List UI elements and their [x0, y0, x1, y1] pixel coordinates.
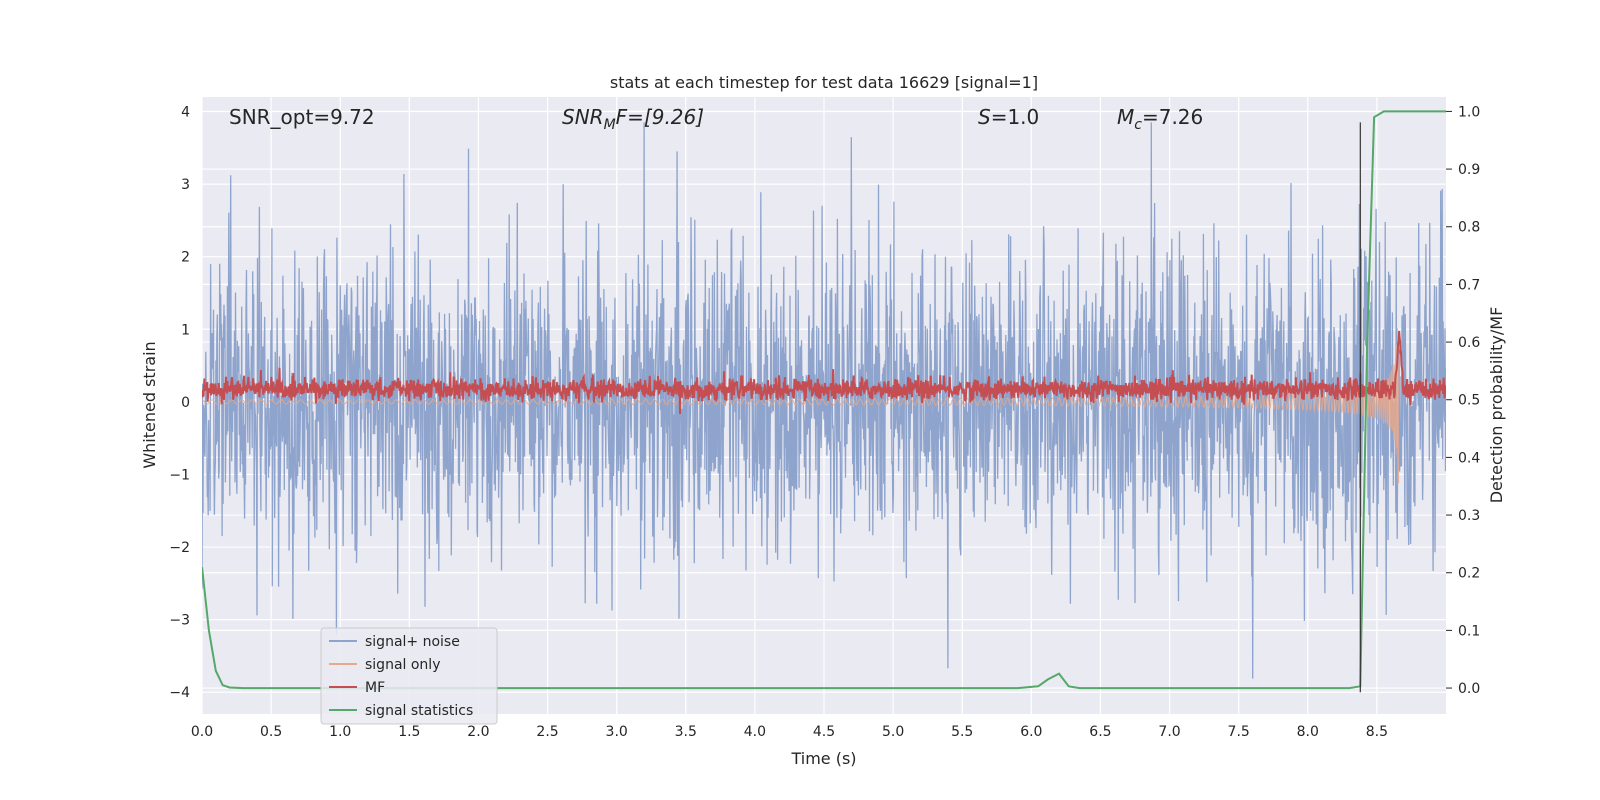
x-tick-label: 3.0 — [606, 724, 628, 740]
y-axis-label: Whitened strain — [140, 341, 159, 468]
y2-tick-label: 0.2 — [1458, 566, 1480, 582]
y2-tick-label: 0.8 — [1458, 220, 1480, 236]
annotation-s: S=1.0 — [978, 105, 1039, 129]
x-tick-label: 4.0 — [744, 724, 766, 740]
series-signal-statistics — [202, 110, 1446, 690]
y-tick-label: 4 — [181, 105, 190, 121]
series-layer — [202, 110, 1446, 690]
x-tick-label: 1.0 — [329, 724, 351, 740]
x-tick-label: 6.0 — [1020, 724, 1042, 740]
x-tick-label: 5.0 — [882, 724, 904, 740]
legend-box — [320, 627, 498, 725]
y-ticks: 4 3 2 1 0 −1 −2 −3 −4 — [169, 105, 190, 702]
annotation-mc: Mc=7.26 — [1117, 105, 1203, 133]
y2-axis-label: Detection probability/MF — [1487, 307, 1506, 504]
y2-tick-label: 0.1 — [1458, 623, 1480, 639]
annotation-snr-opt: SNR_opt=9.72 — [229, 105, 375, 129]
x-axis-label: Time (s) — [790, 749, 856, 768]
y2-tick-label: 1.0 — [1458, 104, 1480, 120]
annotation-snr-mf: SNRMF=[9.26] — [562, 105, 704, 133]
legend: signal+ noise signal only MF signal stat… — [320, 627, 498, 725]
legend-label-signal-statistics: signal statistics — [365, 703, 473, 719]
x-tick-label: 3.5 — [675, 724, 697, 740]
x-tick-label: 2.0 — [467, 724, 489, 740]
x-tick-label: 2.5 — [536, 724, 558, 740]
y2-tick-label: 0.4 — [1458, 450, 1480, 466]
x-tick-label: 8.0 — [1297, 724, 1319, 740]
y2-ticks: 1.0 0.9 0.8 0.7 0.6 0.5 0.4 0.3 0.2 0.1 0.0 — [1446, 104, 1480, 697]
annotation-snr-mf-rest: F=[9.26] — [616, 105, 704, 129]
y-tick-label: 0 — [181, 395, 190, 411]
x-ticks: 0.0 0.5 1.0 1.5 2.0 2.5 3.0 3.5 4.0 4.5 5.0 5.5 6.0 6… — [191, 724, 1388, 740]
y2-tick-label: 0.9 — [1458, 162, 1480, 178]
legend-label-mf: MF — [365, 680, 385, 696]
y-tick-label: 1 — [181, 322, 190, 338]
x-tick-label: 0.0 — [191, 724, 213, 740]
y2-tick-label: 0.7 — [1458, 277, 1480, 293]
x-tick-label: 0.5 — [260, 724, 282, 740]
annotation-mc-sub: c — [1134, 117, 1142, 133]
legend-label-signal-only: signal only — [365, 657, 440, 673]
y-tick-label: 3 — [181, 177, 190, 193]
x-tick-label: 7.0 — [1158, 724, 1180, 740]
x-tick-label: 7.5 — [1228, 724, 1250, 740]
annotation-s-rest: =1.0 — [991, 105, 1040, 129]
annotation-mc-rest: =7.26 — [1142, 105, 1203, 129]
annotation-s-base: S — [978, 105, 991, 129]
annotation-snr-mf-sub: M — [604, 117, 616, 133]
chart-title: stats at each timestep for test data 166… — [610, 73, 1038, 92]
y-tick-label: −4 — [169, 685, 190, 701]
series-mf — [202, 330, 1446, 414]
y2-tick-label: 0.3 — [1458, 508, 1480, 524]
y-tick-label: −2 — [169, 540, 190, 556]
x-tick-label: 4.5 — [813, 724, 835, 740]
y-tick-label: −1 — [169, 467, 190, 483]
x-tick-label: 5.5 — [951, 724, 973, 740]
x-tick-label: 6.5 — [1089, 724, 1111, 740]
y2-tick-label: 0.0 — [1458, 681, 1480, 697]
y-tick-label: −3 — [169, 613, 190, 629]
y2-tick-label: 0.5 — [1458, 393, 1480, 409]
legend-label-signal-noise: signal+ noise — [365, 634, 460, 650]
annotation-mc-base: M — [1117, 105, 1134, 129]
annotation-snr-mf-base: SNR — [562, 105, 604, 129]
series-signal-only — [202, 328, 1400, 485]
x-tick-label: 1.5 — [398, 724, 420, 740]
x-tick-label: 8.5 — [1366, 724, 1388, 740]
y2-tick-label: 0.6 — [1458, 335, 1480, 351]
y-tick-label: 2 — [181, 250, 190, 266]
series-signal-noise — [202, 122, 1446, 679]
